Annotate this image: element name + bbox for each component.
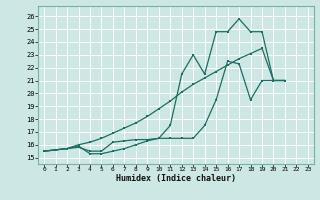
X-axis label: Humidex (Indice chaleur): Humidex (Indice chaleur) — [116, 174, 236, 183]
